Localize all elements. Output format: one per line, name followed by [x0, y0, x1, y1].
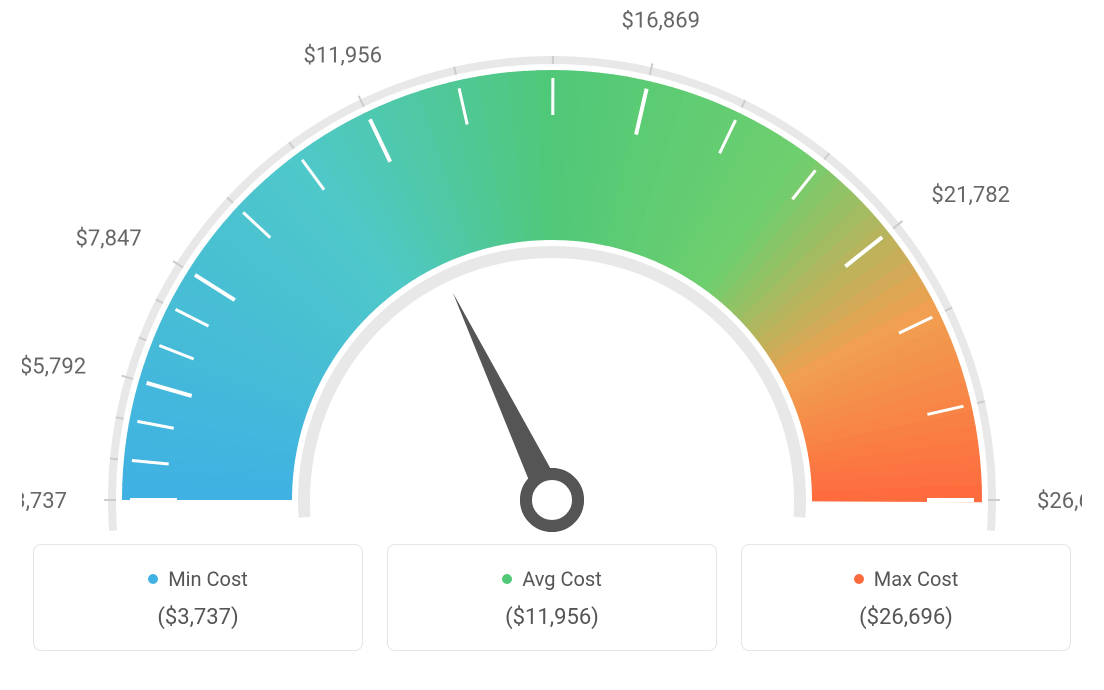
gauge-svg: $3,737 $5,792 $7,847 $11,956 $16,869 $21,782 $… [22, 10, 1082, 540]
min-cost-title: Min Cost [148, 567, 248, 591]
svg-text:$26,696: $26,696 [1037, 489, 1082, 514]
avg-cost-value: ($11,956) [398, 605, 706, 630]
svg-text:$21,782: $21,782 [931, 183, 1010, 208]
max-cost-title: Max Cost [854, 567, 959, 591]
svg-text:$7,847: $7,847 [76, 226, 142, 251]
max-cost-value: ($26,696) [752, 605, 1060, 630]
cost-gauge: $3,737 $5,792 $7,847 $11,956 $16,869 $21,782 $… [22, 10, 1082, 540]
max-dot-icon [854, 574, 864, 584]
svg-text:$3,737: $3,737 [22, 489, 67, 514]
max-cost-card: Max Cost ($26,696) [741, 544, 1071, 651]
svg-text:$11,956: $11,956 [303, 43, 382, 68]
min-cost-label: Min Cost [168, 567, 248, 591]
svg-text:$16,869: $16,869 [621, 10, 700, 33]
summary-cards: Min Cost ($3,737) Avg Cost ($11,956) Max… [33, 544, 1071, 651]
min-dot-icon [148, 574, 158, 584]
svg-text:$5,792: $5,792 [22, 354, 86, 379]
max-cost-label: Max Cost [874, 567, 959, 591]
avg-cost-title: Avg Cost [502, 567, 602, 591]
avg-cost-label: Avg Cost [522, 567, 602, 591]
min-cost-value: ($3,737) [44, 605, 352, 630]
avg-cost-card: Avg Cost ($11,956) [387, 544, 717, 651]
avg-dot-icon [502, 574, 512, 584]
min-cost-card: Min Cost ($3,737) [33, 544, 363, 651]
